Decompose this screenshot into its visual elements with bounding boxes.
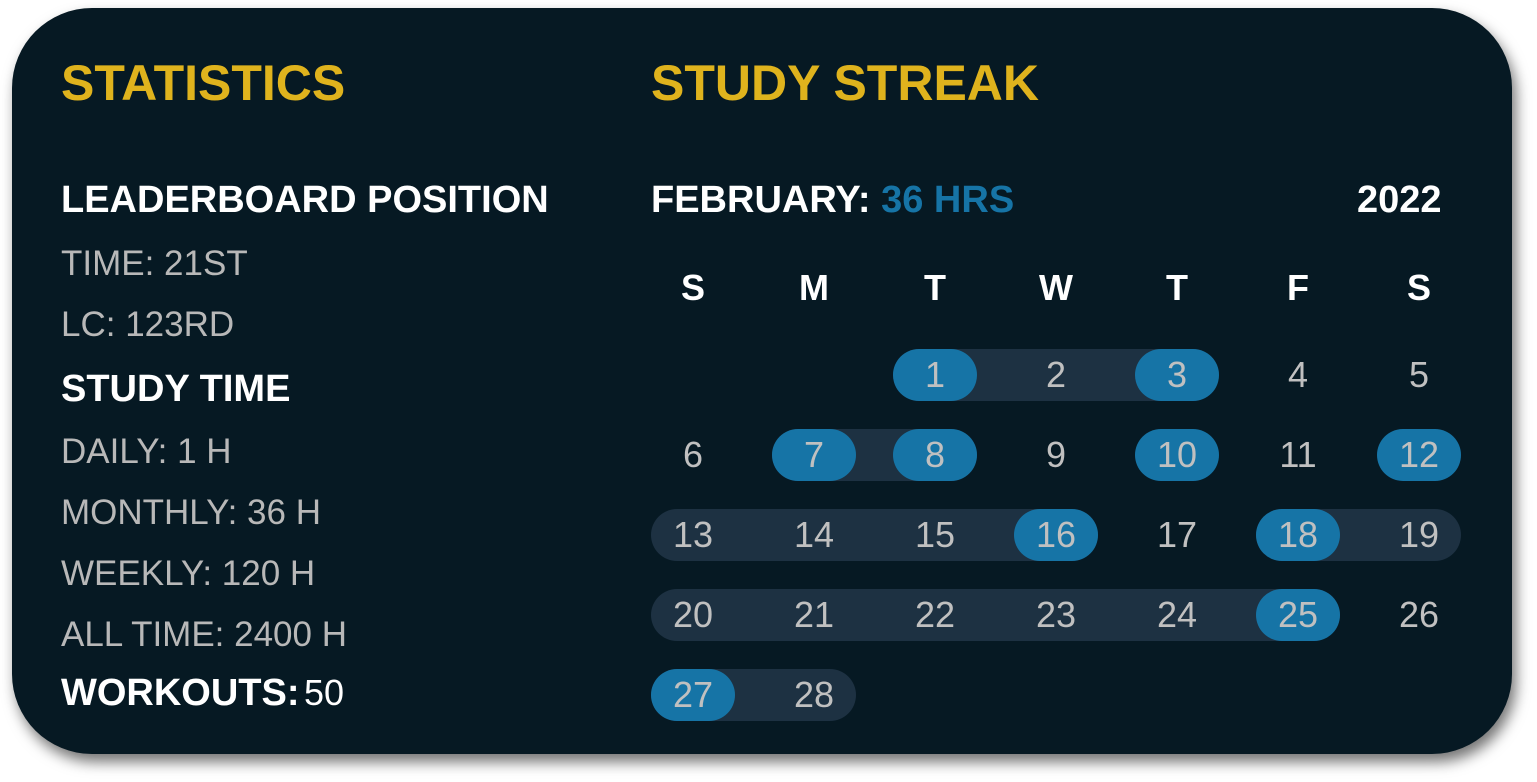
study-time-all-time: ALL TIME: 2400 H [61,615,347,654]
workouts: WORKOUTS: 50 [61,674,344,712]
weekday-label: M [799,267,829,308]
weekday-label: S [680,267,705,308]
month-label: FEBRUARY: [651,179,871,221]
calendar-day-studied[interactable]: 8 [893,429,977,481]
workouts-label: WORKOUTS: [61,672,300,714]
calendar-day[interactable]: 11 [1279,434,1317,475]
calendar-day-studied[interactable]: 27 [651,669,735,721]
calendar-day-studied[interactable]: 1 [893,349,977,401]
leaderboard-lc: LC: 123RD [61,305,235,344]
month-summary: FEBRUARY: 36 HRS [651,181,1014,219]
weekday-label: T [924,267,946,308]
calendar-day[interactable]: 21 [793,594,835,635]
calendar-day-studied[interactable]: 3 [1135,349,1219,401]
calendar-day[interactable]: 5 [1408,354,1430,395]
calendar-day[interactable]: 20 [672,594,714,635]
streak-band [651,589,1340,641]
calendar-day-studied[interactable]: 16 [1014,509,1098,561]
calendar-day-studied[interactable]: 7 [772,429,856,481]
weekday-label: T [1166,267,1188,308]
calendar-day-studied[interactable]: 25 [1256,589,1340,641]
calendar-day[interactable]: 15 [914,514,956,555]
study-streak-title: STUDY STREAK [651,55,1040,111]
calendar-day[interactable]: 2 [1045,354,1067,395]
study-time-monthly: MONTHLY: 36 H [61,493,321,532]
weekday-label: F [1287,267,1309,308]
calendar-day[interactable]: 23 [1035,594,1077,635]
year-label: 2022 [1357,179,1442,221]
calendar-day[interactable]: 14 [793,514,835,555]
study-time-daily: DAILY: 1 H [61,432,232,471]
calendar-day[interactable]: 19 [1398,514,1440,555]
calendar-day[interactable]: 6 [682,434,704,475]
calendar-day[interactable]: 24 [1156,594,1198,635]
statistics-title: STATISTICS [61,55,346,111]
leaderboard-heading: LEADERBOARD POSITION [61,179,549,221]
calendar-day[interactable]: 26 [1398,594,1440,635]
study-time-weekly: WEEKLY: 120 H [61,554,316,593]
study-time-heading: STUDY TIME [61,368,291,410]
calendar-day-studied[interactable]: 10 [1135,429,1219,481]
calendar-day-studied[interactable]: 12 [1377,429,1461,481]
calendar-day[interactable]: 22 [914,594,956,635]
leaderboard-time: TIME: 21ST [61,244,248,283]
calendar-day[interactable]: 13 [672,514,714,555]
month-hours: 36 HRS [881,179,1015,221]
weekday-label: S [1406,267,1431,308]
calendar-day[interactable]: 4 [1287,354,1309,395]
weekday-label: W [1039,267,1073,308]
calendar-day-studied[interactable]: 18 [1256,509,1340,561]
workouts-value: 50 [303,672,345,713]
calendar-day[interactable]: 28 [793,674,835,715]
calendar-day[interactable]: 9 [1045,434,1067,475]
calendar-day[interactable]: 17 [1156,514,1198,555]
